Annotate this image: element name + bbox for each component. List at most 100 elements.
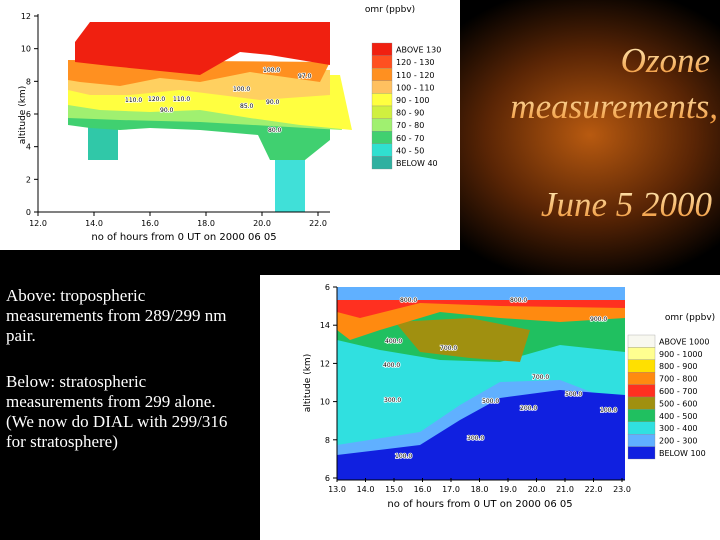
y-tick-label: 8 bbox=[26, 77, 31, 86]
contour-label: 97.0 bbox=[298, 73, 312, 80]
contour-label: 100.0 bbox=[395, 453, 412, 460]
legend-swatch bbox=[627, 359, 656, 373]
legend-label: 120 - 130 bbox=[396, 58, 435, 67]
y-tick-label: 6 bbox=[325, 283, 330, 292]
legend-swatch bbox=[371, 68, 393, 81]
legend-title: omr (ppbv) bbox=[365, 5, 415, 15]
contour-label: 900.0 bbox=[590, 316, 607, 323]
x-tick-label: 23.0 bbox=[613, 485, 631, 494]
y-tick-label: 8 bbox=[325, 436, 330, 445]
y-tick-label: 4 bbox=[26, 143, 31, 152]
contour-label: 200.0 bbox=[520, 405, 537, 412]
contour-label: 120.0 bbox=[148, 96, 165, 103]
legend-label: 80 - 90 bbox=[396, 109, 424, 118]
y-tick-label: 10 bbox=[320, 398, 330, 407]
legend-swatch bbox=[627, 446, 656, 460]
contour-label: 500.0 bbox=[482, 398, 499, 405]
legend-swatch bbox=[371, 55, 393, 69]
legend-label: 100 - 110 bbox=[396, 83, 435, 92]
legend-label: 40 - 50 bbox=[396, 146, 424, 155]
contour-label: 90.0 bbox=[160, 107, 174, 114]
contour-label: 100.0 bbox=[600, 407, 617, 414]
x-tick-label: 20.0 bbox=[253, 219, 271, 228]
title-line: measurements, bbox=[510, 87, 718, 126]
legend-label: 200 - 300 bbox=[659, 437, 698, 446]
legend-swatch bbox=[371, 131, 393, 144]
contour-label: 700.0 bbox=[532, 374, 549, 381]
legend-label: BELOW 100 bbox=[659, 449, 706, 458]
legend-label: 400 - 500 bbox=[659, 412, 698, 421]
x-tick-label: 18.0 bbox=[197, 219, 215, 228]
legend-label: 900 - 1000 bbox=[659, 350, 703, 359]
legend-swatch bbox=[627, 434, 656, 447]
note: Above: tropospheric measurements from 28… bbox=[6, 286, 227, 345]
legend-label: 700 - 800 bbox=[659, 375, 698, 384]
legend-swatch bbox=[371, 93, 393, 107]
contour-label: 100.0 bbox=[233, 86, 250, 93]
x-tick-label: 20.0 bbox=[528, 485, 546, 494]
contour-label: 80.0 bbox=[268, 127, 282, 134]
contour-label: 400.0 bbox=[383, 362, 400, 369]
contour-label: 300.0 bbox=[467, 435, 484, 442]
note: Below: stratospheric measurements from 2… bbox=[6, 372, 228, 451]
top-contours bbox=[68, 22, 352, 212]
y-axis-label: altitude (km) bbox=[303, 354, 313, 412]
legend-swatch bbox=[371, 80, 393, 94]
title-glow bbox=[400, 0, 720, 285]
legend-swatch bbox=[371, 143, 393, 157]
contour-label: 110.0 bbox=[125, 97, 142, 104]
x-tick-label: 16.0 bbox=[414, 485, 432, 494]
legend-swatch bbox=[627, 396, 656, 410]
contour-label: 500.0 bbox=[565, 391, 582, 398]
legend-swatch bbox=[627, 409, 656, 422]
legend-swatch bbox=[627, 347, 656, 360]
x-tick-label: 19.0 bbox=[499, 485, 517, 494]
y-tick-label: 14 bbox=[320, 321, 330, 330]
legend-label: 300 - 400 bbox=[659, 424, 698, 433]
y-tick-label: 6 bbox=[26, 110, 31, 119]
x-tick-label: 12.0 bbox=[29, 219, 47, 228]
x-tick-label: 13.0 bbox=[328, 485, 346, 494]
x-axis-label: no of hours from 0 UT on 2000 06 05 bbox=[91, 232, 276, 243]
y-tick-label: 0 bbox=[26, 208, 31, 217]
legend-label: 600 - 700 bbox=[659, 387, 698, 396]
y-tick-label: 6 bbox=[325, 474, 330, 483]
x-tick-label: 15.0 bbox=[385, 485, 403, 494]
legend-swatch bbox=[627, 384, 656, 398]
legend-label: 800 - 900 bbox=[659, 362, 698, 371]
legend-swatch bbox=[627, 421, 656, 435]
x-tick-label: 14.0 bbox=[357, 485, 375, 494]
y-axis-label: altitude (km) bbox=[18, 86, 28, 144]
legend-label: BELOW 40 bbox=[396, 159, 438, 168]
x-tick-label: 14.0 bbox=[85, 219, 103, 228]
contour-label: 700.0 bbox=[440, 345, 457, 352]
legend-swatch bbox=[371, 118, 393, 132]
legend-title: omr (ppbv) bbox=[665, 313, 715, 323]
x-tick-label: 16.0 bbox=[141, 219, 159, 228]
title-line: June 5 2000 bbox=[541, 185, 713, 224]
contour-label: 110.0 bbox=[173, 96, 190, 103]
x-tick-label: 22.0 bbox=[585, 485, 603, 494]
contour-label: 800.0 bbox=[510, 297, 527, 304]
legend-label: ABOVE 130 bbox=[396, 46, 441, 55]
y-tick-label: 10 bbox=[21, 45, 31, 54]
contour-label: 100.0 bbox=[263, 67, 280, 74]
legend-label: ABOVE 1000 bbox=[659, 337, 709, 346]
title-line: Ozone bbox=[621, 41, 710, 80]
contour-label: 90.0 bbox=[266, 99, 280, 106]
legend-swatch bbox=[371, 156, 393, 170]
bottom-contours bbox=[337, 287, 625, 480]
x-axis-label: no of hours from 0 UT on 2000 06 05 bbox=[387, 499, 572, 510]
legend-label: 500 - 600 bbox=[659, 399, 698, 408]
y-tick-label: 12 bbox=[21, 12, 31, 21]
legend-swatch bbox=[627, 334, 656, 348]
contour-label: 85.0 bbox=[240, 103, 254, 110]
legend-swatch bbox=[371, 42, 393, 56]
legend-label: 60 - 70 bbox=[396, 134, 424, 143]
contour-label: 300.0 bbox=[384, 397, 401, 404]
y-tick-label: 12 bbox=[320, 359, 330, 368]
x-tick-label: 18.0 bbox=[471, 485, 489, 494]
legend-label: 90 - 100 bbox=[396, 96, 429, 105]
